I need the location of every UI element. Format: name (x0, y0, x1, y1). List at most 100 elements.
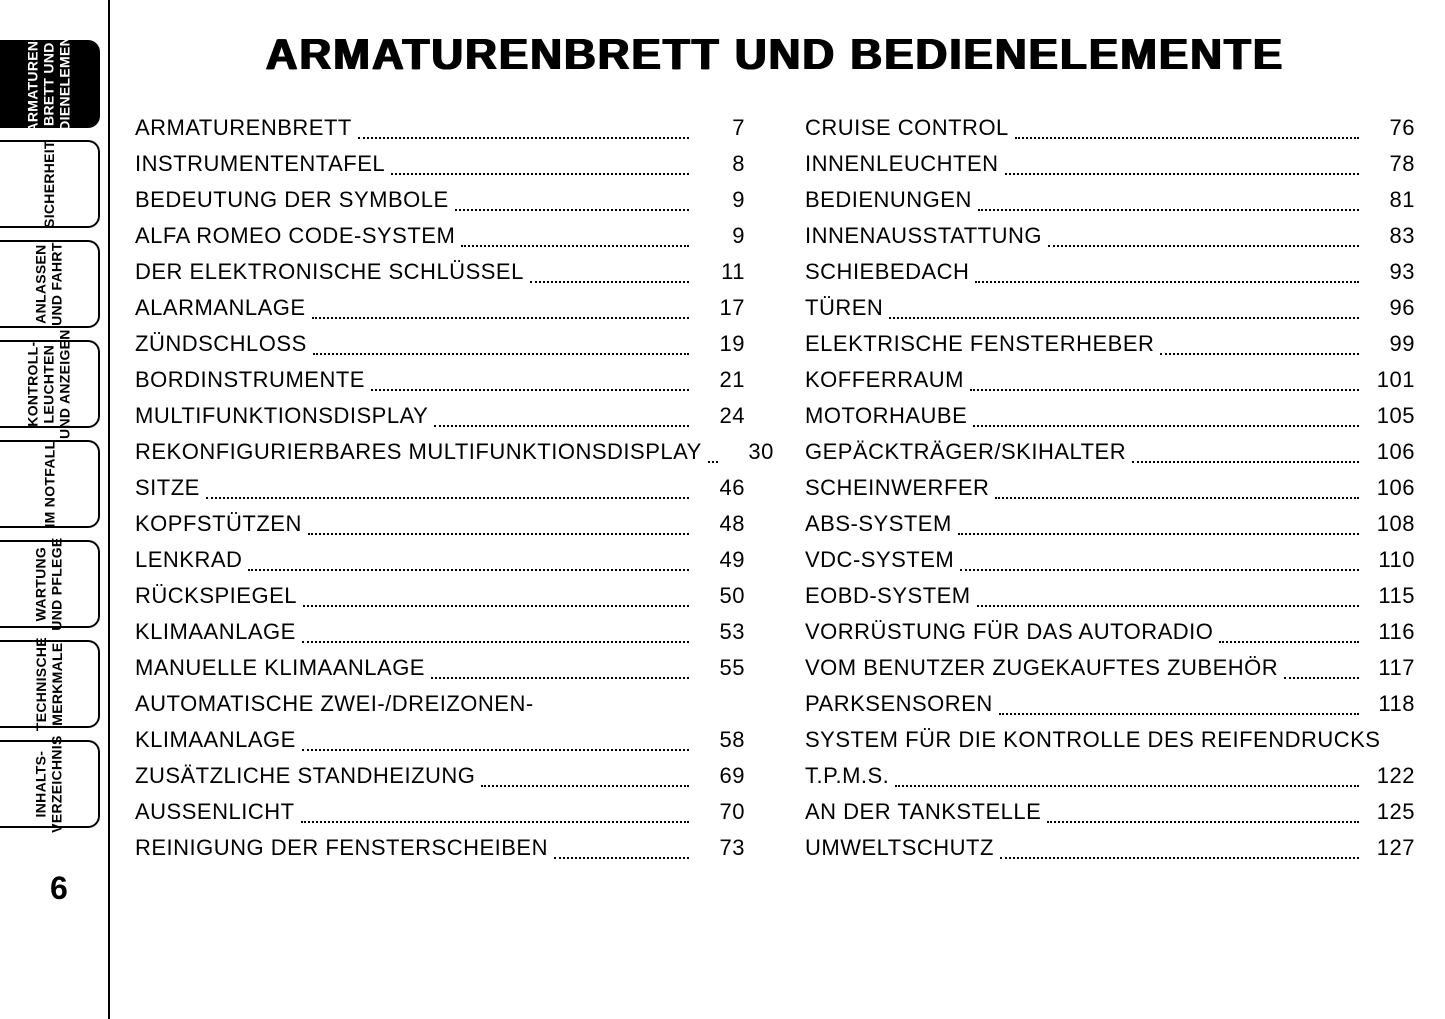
toc-dots (301, 821, 689, 823)
toc-entry[interactable]: INSTRUMENTENTAFEL8 (135, 146, 745, 182)
toc-entry[interactable]: VOM BENUTZER ZUGEKAUFTES ZUBEHÖR117 (805, 650, 1415, 686)
side-tab[interactable]: IM NOTFALL (0, 440, 100, 528)
toc-entry-label: VORRÜSTUNG FÜR DAS AUTORADIO (805, 614, 1213, 650)
toc-entry-page: 125 (1365, 794, 1415, 830)
toc-entry[interactable]: AUSSENLICHT70 (135, 794, 745, 830)
side-tab-label: ARMATUREN- BRETT UND BEDIENELEMENTE (25, 17, 73, 150)
toc-entry[interactable]: SCHEINWERFER106 (805, 470, 1415, 506)
toc-entry-label: AUSSENLICHT (135, 794, 295, 830)
toc-entry[interactable]: ALARMANLAGE17 (135, 290, 745, 326)
toc-entry[interactable]: CRUISE CONTROL76 (805, 110, 1415, 146)
toc-entry-page: 48 (695, 506, 745, 542)
toc-dots (708, 461, 718, 463)
toc-entry[interactable]: ALFA ROMEO CODE-SYSTEM9 (135, 218, 745, 254)
toc-entry[interactable]: ZÜNDSCHLOSS19 (135, 326, 745, 362)
toc-entry[interactable]: INNENAUSSTATTUNG83 (805, 218, 1415, 254)
toc-entry[interactable]: SCHIEBEDACH93 (805, 254, 1415, 290)
toc-entry-label: PARKSENSOREN (805, 686, 993, 722)
toc-entry[interactable]: BEDIENUNGEN81 (805, 182, 1415, 218)
toc-entry-label: ELEKTRISCHE FENSTERHEBER (805, 326, 1154, 362)
toc-entry[interactable]: SYSTEM FÜR DIE KONTROLLE DES REIFENDRUCK… (805, 722, 1415, 794)
side-tab-label: KONTROLL- LEUCHTEN UND ANZEIGEN (25, 329, 73, 439)
toc-dots (1132, 461, 1359, 463)
toc-entry-label: TÜREN (805, 290, 883, 326)
toc-dots (434, 425, 689, 427)
toc-entry-page: 9 (695, 218, 745, 254)
toc-entry-label: BEDIENUNGEN (805, 182, 972, 218)
toc-entry[interactable]: KOPFSTÜTZEN48 (135, 506, 745, 542)
toc-dots (975, 281, 1359, 283)
toc-dots (358, 137, 689, 139)
toc-entry[interactable]: ZUSÄTZLICHE STANDHEIZUNG69 (135, 758, 745, 794)
toc-dots (1048, 245, 1359, 247)
toc-entry-label: MULTIFUNKTIONSDISPLAY (135, 398, 428, 434)
toc-entry-page: 8 (695, 146, 745, 182)
toc-dots (530, 281, 689, 283)
toc-entry-page: 69 (695, 758, 745, 794)
toc-entry[interactable]: EOBD-SYSTEM115 (805, 578, 1415, 614)
toc-entry-page: 127 (1365, 830, 1415, 866)
toc-entry[interactable]: LENKRAD49 (135, 542, 745, 578)
side-tab-label: SICHERHEIT (41, 140, 57, 228)
toc-entry-label: INNENAUSSTATTUNG (805, 218, 1042, 254)
side-tab[interactable]: WARTUNG UND PFLEGE (0, 540, 100, 628)
side-tab[interactable]: ANLASSEN UND FAHRT (0, 240, 100, 328)
toc-entry[interactable]: GEPÄCKTRÄGER/SKIHALTER106 (805, 434, 1415, 470)
toc-entry-label: ZÜNDSCHLOSS (135, 326, 307, 362)
toc-entry-label: ALARMANLAGE (135, 290, 306, 326)
toc-entry-label: BEDEUTUNG DER SYMBOLE (135, 182, 449, 218)
toc-dots (302, 641, 689, 643)
toc-entry-label-top: AUTOMATISCHE ZWEI-/DREIZONEN- (135, 686, 745, 722)
toc-entry[interactable]: UMWELTSCHUTZ127 (805, 830, 1415, 866)
toc-entry[interactable]: INNENLEUCHTEN78 (805, 146, 1415, 182)
toc-entry[interactable]: ABS-SYSTEM108 (805, 506, 1415, 542)
toc-entry[interactable]: MANUELLE KLIMAANLAGE55 (135, 650, 745, 686)
toc-entry[interactable]: MULTIFUNKTIONSDISPLAY24 (135, 398, 745, 434)
side-tab-label: WARTUNG UND PFLEGE (33, 537, 65, 630)
side-tab[interactable]: KONTROLL- LEUCHTEN UND ANZEIGEN (0, 340, 100, 428)
toc-entry[interactable]: ARMATURENBRETT7 (135, 110, 745, 146)
toc-entry[interactable]: RÜCKSPIEGEL50 (135, 578, 745, 614)
toc-dots (303, 605, 689, 607)
side-tab[interactable]: INHALTS- VERZEICHNIS (0, 740, 100, 828)
toc-dots (206, 497, 689, 499)
toc-entry[interactable]: TÜREN 96 (805, 290, 1415, 326)
side-tab[interactable]: TECHNISCHE MERKMALE (0, 640, 100, 728)
toc-entry-page: 7 (695, 110, 745, 146)
toc-entry[interactable]: BORDINSTRUMENTE21 (135, 362, 745, 398)
toc-entry-page: 46 (695, 470, 745, 506)
side-tab[interactable]: SICHERHEIT (0, 140, 100, 228)
toc-entry-page: 96 (1365, 290, 1415, 326)
toc-entry-page: 105 (1365, 398, 1415, 434)
toc-entry-page: 99 (1365, 326, 1415, 362)
toc-entry[interactable]: KLIMAANLAGE53 (135, 614, 745, 650)
toc-entry[interactable]: REINIGUNG DER FENSTERSCHEIBEN73 (135, 830, 745, 866)
toc-entry[interactable]: VORRÜSTUNG FÜR DAS AUTORADIO116 (805, 614, 1415, 650)
toc-entry[interactable]: VDC-SYSTEM110 (805, 542, 1415, 578)
toc-entry[interactable]: DER ELEKTRONISCHE SCHLÜSSEL11 (135, 254, 745, 290)
toc-entry-label: GEPÄCKTRÄGER/SKIHALTER (805, 434, 1126, 470)
toc-dots (302, 749, 689, 751)
toc-entry[interactable]: MOTORHAUBE 105 (805, 398, 1415, 434)
side-tab[interactable]: ARMATUREN- BRETT UND BEDIENELEMENTE (0, 40, 100, 128)
toc-entry-label: VOM BENUTZER ZUGEKAUFTES ZUBEHÖR (805, 650, 1278, 686)
toc-entry-label: MOTORHAUBE (805, 398, 967, 434)
toc-entry-label: INNENLEUCHTEN (805, 146, 999, 182)
toc-entry[interactable]: REKONFIGURIERBARES MULTIFUNKTIONSDISPLAY… (135, 434, 745, 470)
toc-entry[interactable]: PARKSENSOREN118 (805, 686, 1415, 722)
toc-entry[interactable]: BEDEUTUNG DER SYMBOLE9 (135, 182, 745, 218)
toc-entry[interactable]: AN DER TANKSTELLE 125 (805, 794, 1415, 830)
toc-dots (1005, 173, 1359, 175)
toc-dots (1000, 857, 1359, 859)
toc-entry[interactable]: ELEKTRISCHE FENSTERHEBER 99 (805, 326, 1415, 362)
toc-entry[interactable]: KOFFERRAUM101 (805, 362, 1415, 398)
side-tabs: ARMATUREN- BRETT UND BEDIENELEMENTE SICHE… (0, 40, 100, 828)
toc-entry[interactable]: AUTOMATISCHE ZWEI-/DREIZONEN-KLIMAANLAGE… (135, 686, 745, 758)
toc-entry-page: 49 (695, 542, 745, 578)
toc-entry-page: 101 (1365, 362, 1415, 398)
toc-entry-label: AN DER TANKSTELLE (805, 794, 1041, 830)
page-title: ARMATURENBRETT UND BEDIENELEMENTE (135, 30, 1415, 80)
toc-dots (455, 209, 689, 211)
toc-entry[interactable]: SITZE46 (135, 470, 745, 506)
toc-dots (431, 677, 689, 679)
